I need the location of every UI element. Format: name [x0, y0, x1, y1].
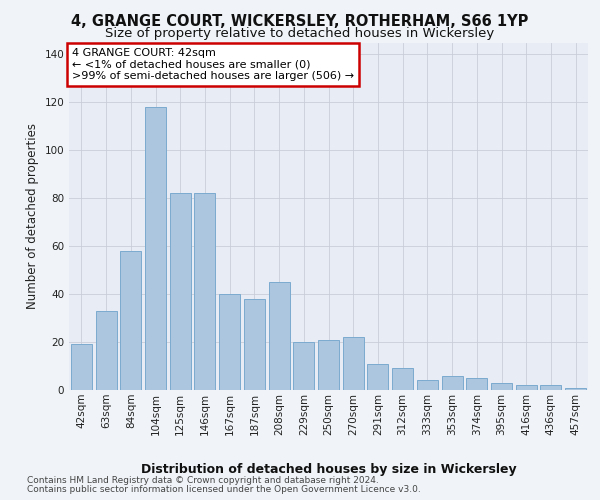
Bar [466, 378, 487, 390]
Bar [145, 107, 166, 390]
Bar [194, 194, 215, 390]
Bar [417, 380, 438, 390]
Bar [95, 311, 116, 390]
Text: Contains HM Land Registry data © Crown copyright and database right 2024.: Contains HM Land Registry data © Crown c… [27, 476, 379, 485]
Bar [269, 282, 290, 390]
Y-axis label: Number of detached properties: Number of detached properties [26, 123, 39, 309]
Bar [516, 385, 537, 390]
Text: 4, GRANGE COURT, WICKERSLEY, ROTHERHAM, S66 1YP: 4, GRANGE COURT, WICKERSLEY, ROTHERHAM, … [71, 14, 529, 29]
Text: Distribution of detached houses by size in Wickersley: Distribution of detached houses by size … [141, 462, 517, 475]
Bar [219, 294, 240, 390]
Bar [293, 342, 314, 390]
Bar [71, 344, 92, 390]
Text: Size of property relative to detached houses in Wickersley: Size of property relative to detached ho… [106, 28, 494, 40]
Bar [392, 368, 413, 390]
Text: 4 GRANGE COURT: 42sqm
← <1% of detached houses are smaller (0)
>99% of semi-deta: 4 GRANGE COURT: 42sqm ← <1% of detached … [71, 48, 354, 81]
Bar [343, 338, 364, 390]
Bar [491, 383, 512, 390]
Bar [120, 251, 141, 390]
Bar [244, 299, 265, 390]
Bar [565, 388, 586, 390]
Bar [170, 194, 191, 390]
Bar [442, 376, 463, 390]
Bar [541, 385, 562, 390]
Bar [367, 364, 388, 390]
Text: Contains public sector information licensed under the Open Government Licence v3: Contains public sector information licen… [27, 485, 421, 494]
Bar [318, 340, 339, 390]
